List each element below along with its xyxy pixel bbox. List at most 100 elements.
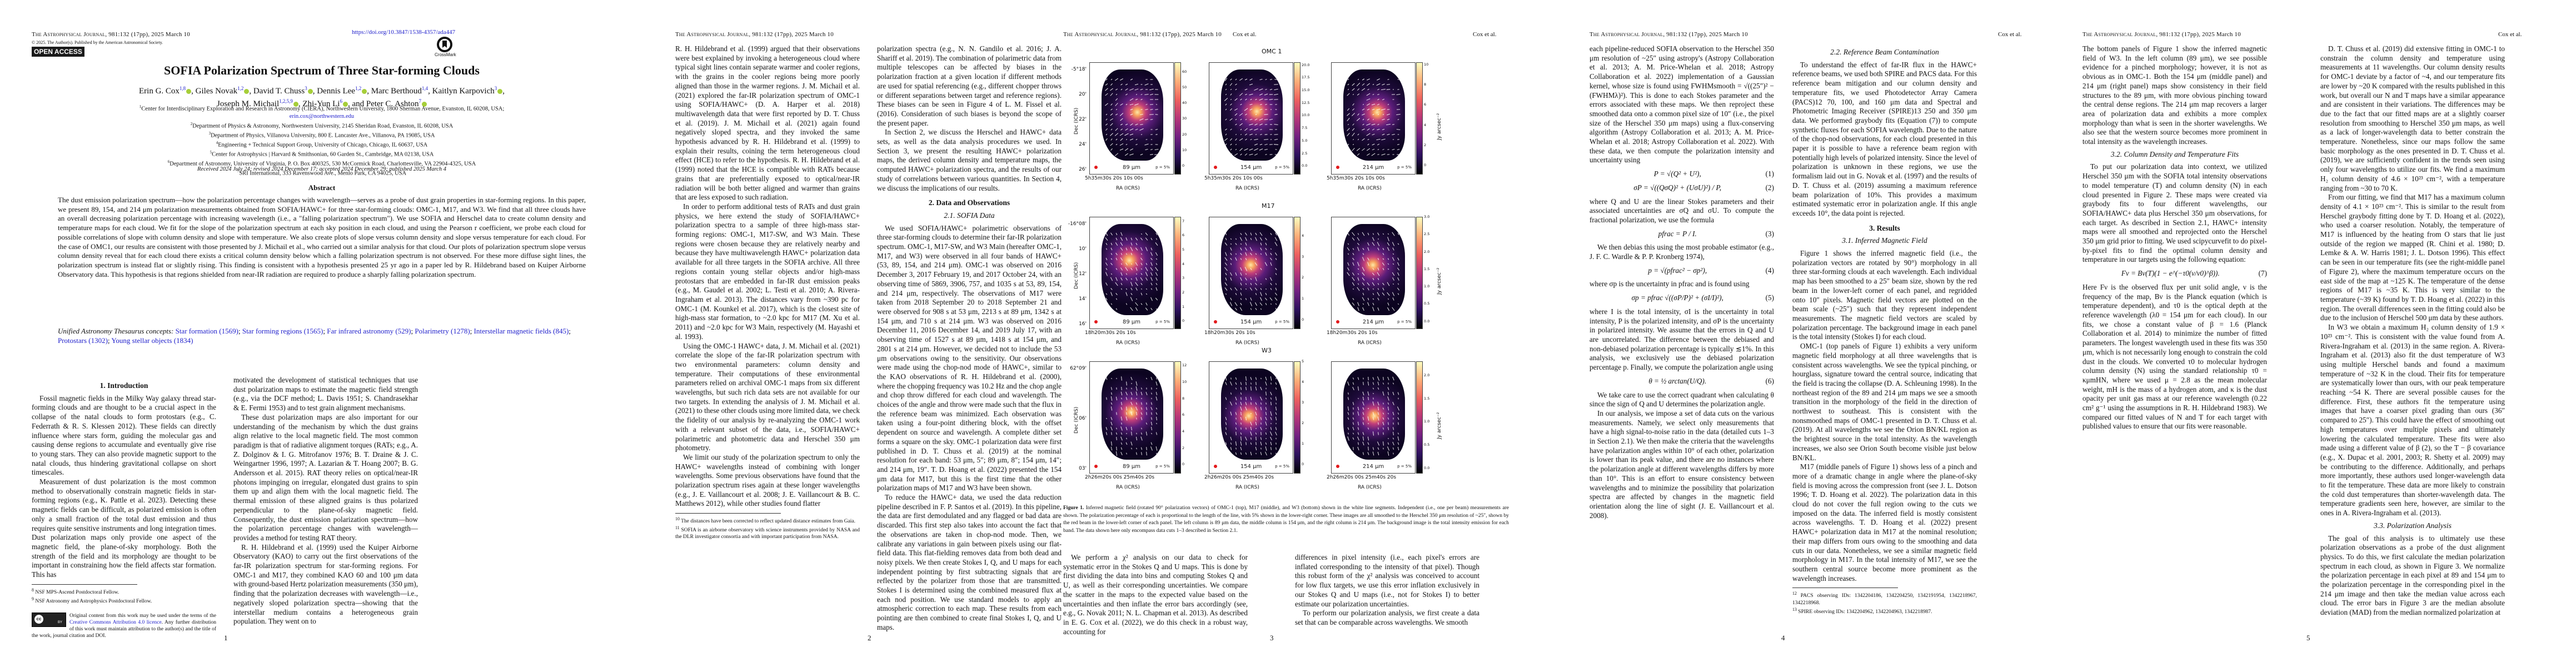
orcid-icon[interactable] [497,89,503,94]
b-field-vector [1275,396,1277,401]
b-field-vector [1265,79,1267,80]
b-field-vector [1249,93,1253,96]
b-field-vector [1260,437,1262,440]
cc-license-link[interactable]: Creative Commons Attribution 4.0 licence [69,620,162,626]
b-field-vector [1260,247,1262,251]
author-affiliation-ref[interactable]: 1,2 [237,86,244,91]
equation-1: P = √(Q² + U²), (1) [1653,170,1774,178]
b-field-vector [1249,148,1253,151]
doi-link[interactable]: https://doi.org/10.3847/1538-4357/ada447 [352,29,456,36]
b-field-vector [1383,402,1384,405]
colorbar [1416,62,1423,175]
b-field-vector [1362,407,1364,410]
b-field-vector [1377,258,1379,260]
b-field-vector [1120,123,1123,126]
b-field-vector [1270,441,1272,446]
beam-marker [1214,320,1217,323]
b-field-vector [1366,148,1371,151]
b-field-vector [1120,272,1123,276]
b-field-vector [1372,377,1374,380]
b-field-vector [1377,247,1379,251]
orcid-icon[interactable] [421,102,427,107]
b-field-vector [1367,416,1369,421]
b-field-vector [1105,133,1108,136]
b-field-vector [1382,83,1385,86]
orcid-icon[interactable] [186,89,192,94]
b-field-vector [1110,396,1113,401]
equation-2: σP = √((QσQ)² + (UσU)²) / P, (2) [1633,183,1774,192]
b-field-vector [1125,153,1128,156]
b-field-vector [1372,401,1374,406]
paragraph: where Q and U are the linear Stokes para… [1590,197,1774,224]
b-field-vector [1259,118,1263,121]
author-affiliation-ref[interactable]: 1,2,5,9 [279,98,293,104]
x-tick-labels: 2h26m20s 00s 25m40s 20s [1204,475,1274,480]
b-field-vector [1347,128,1350,131]
y-tick-label: 06' [1079,416,1087,421]
b-field-vector [1135,247,1138,251]
b-field-vector [1377,447,1379,450]
b-field-vector [1250,278,1252,280]
polarization-vectors [1105,232,1158,311]
b-field-vector [1120,88,1123,91]
b-field-vector [1387,396,1389,401]
b-field-vector [1150,446,1153,451]
crossmark-button[interactable]: CrossMark [435,37,456,57]
email-link[interactable]: erin.cox@northwestern.edu [289,113,355,120]
b-field-vector [1265,411,1267,416]
b-field-vector [1377,288,1379,290]
uat-concept-link[interactable]: Interstellar magnetic fields (845) [474,327,569,335]
b-field-vector [1275,447,1277,450]
b-field-vector [1135,302,1138,306]
b-field-vector [1373,397,1374,400]
author-affiliation-ref[interactable]: 7 [418,98,421,104]
b-field-vector [1377,94,1379,95]
b-field-vector [1115,98,1118,101]
b-field-vector [1275,273,1277,275]
b-field-vector [1245,452,1247,455]
paragraph: R. H. Hildebrand et al. (1999) argued th… [675,44,860,202]
b-field-vector [1130,123,1133,126]
b-field-vector [1270,401,1272,406]
b-field-vector [1392,247,1394,251]
uat-concept-link[interactable]: Polarimetry (1278) [415,327,470,335]
b-field-vector [1363,382,1364,385]
b-field-vector [1105,138,1108,141]
colorbar [1416,361,1423,474]
orcid-icon[interactable] [362,89,367,94]
author-affiliation-ref[interactable]: 1,2 [355,86,362,91]
author-affiliation-ref[interactable]: 6 [340,98,342,104]
b-field-vector [1270,452,1272,455]
b-field-vector [1155,267,1158,271]
b-field-vector [1254,88,1258,91]
b-field-vector [1275,452,1277,455]
uat-concept-link[interactable]: Young stellar objects (1834) [111,336,193,345]
b-field-vector [1250,431,1252,436]
orcid-icon[interactable] [342,102,348,107]
uat-concept-link[interactable]: Protostars (1302) [58,336,108,345]
b-field-vector [1362,292,1364,296]
author-affiliation-ref[interactable]: 3 [305,86,307,91]
b-field-vector [1255,377,1257,380]
b-field-vector [1397,417,1399,420]
colorbar-label: Jy arcsec⁻² [1437,412,1442,439]
orcid-icon[interactable] [293,102,298,107]
author-affiliation-ref[interactable]: 1,8 [179,86,186,91]
orcid-icon[interactable] [244,89,250,94]
b-field-vector [1141,233,1142,235]
uat-concept-link[interactable]: Far infrared astronomy (529) [327,327,411,335]
author-affiliation-ref[interactable]: 3 [494,86,497,91]
uat-concept-link[interactable]: Star forming regions (1565) [242,327,323,335]
b-field-vector [1372,298,1374,300]
b-field-vector [1367,108,1370,111]
x-tick-labels: 18h20m30s 20s 10s [1085,330,1136,336]
uat-concept-link[interactable]: Star formation (1569) [175,327,238,335]
author-affiliation-ref[interactable]: 1,4 [421,86,428,91]
b-field-vector [1362,401,1364,406]
b-field-vector [1234,307,1238,311]
paragraph: In order to perform additional tests of … [675,202,860,341]
intro-column-1: 1. Introduction Fossil magnetic fields i… [32,376,216,639]
orcid-icon[interactable] [307,89,313,94]
equation-4: p = √(pfrac² − σp²), (4) [1648,266,1774,275]
b-field-vector [1250,252,1252,256]
